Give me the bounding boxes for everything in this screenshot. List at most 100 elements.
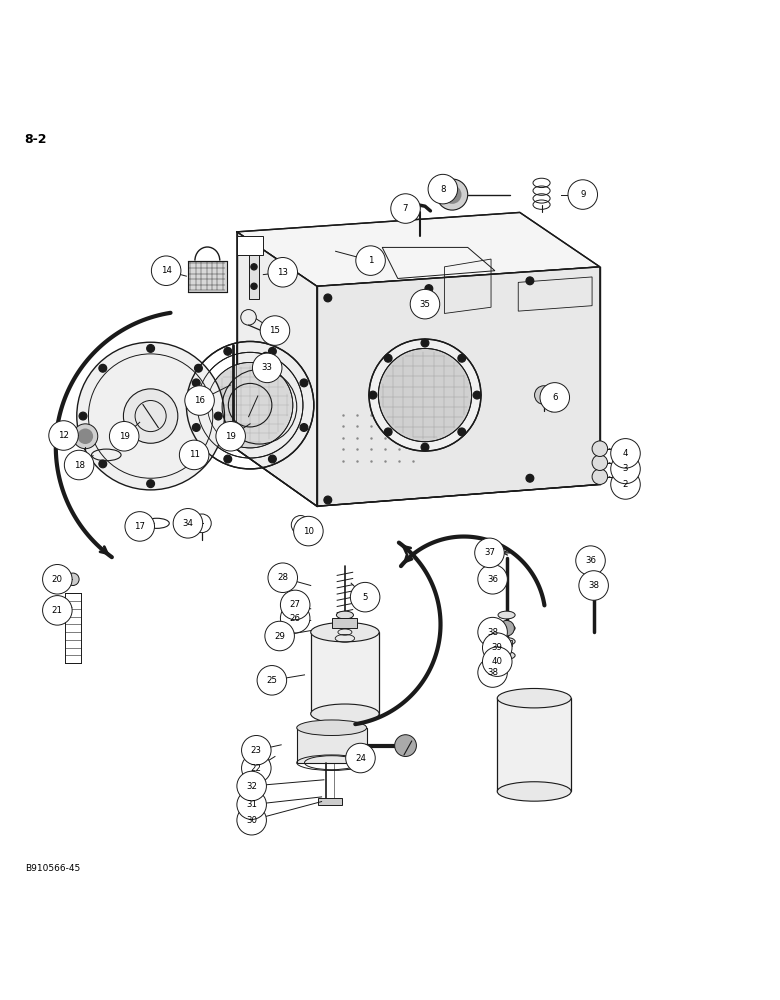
Text: 27: 27: [289, 600, 300, 609]
Circle shape: [592, 469, 608, 484]
Circle shape: [421, 443, 429, 451]
Circle shape: [242, 753, 271, 783]
Circle shape: [475, 538, 504, 568]
Circle shape: [576, 546, 605, 575]
Ellipse shape: [498, 624, 515, 632]
Text: 8-2: 8-2: [25, 133, 48, 146]
Text: 38: 38: [588, 581, 599, 590]
Ellipse shape: [498, 652, 515, 659]
Text: 16: 16: [194, 396, 205, 405]
Polygon shape: [501, 640, 512, 646]
Circle shape: [43, 565, 72, 594]
Circle shape: [369, 339, 481, 451]
Text: 4: 4: [622, 449, 628, 458]
Text: 28: 28: [277, 573, 289, 582]
Circle shape: [194, 460, 202, 468]
Text: 1: 1: [368, 256, 374, 265]
Circle shape: [224, 347, 232, 355]
Circle shape: [385, 428, 392, 436]
Circle shape: [268, 563, 297, 592]
Text: 5: 5: [363, 593, 368, 602]
Text: 15: 15: [269, 326, 281, 335]
Text: 3: 3: [622, 464, 628, 473]
Circle shape: [216, 422, 246, 451]
Polygon shape: [188, 261, 227, 292]
Circle shape: [281, 603, 310, 633]
Circle shape: [99, 460, 107, 468]
Circle shape: [499, 620, 514, 636]
Circle shape: [125, 512, 154, 541]
Circle shape: [109, 422, 139, 451]
Circle shape: [350, 582, 380, 612]
Polygon shape: [318, 798, 342, 805]
Text: 35: 35: [420, 300, 431, 309]
Circle shape: [257, 666, 286, 695]
Ellipse shape: [310, 704, 379, 723]
Circle shape: [293, 516, 323, 546]
Text: 26: 26: [289, 614, 300, 623]
Circle shape: [237, 771, 267, 801]
Circle shape: [478, 617, 507, 647]
Circle shape: [534, 386, 553, 404]
Circle shape: [526, 277, 534, 285]
Circle shape: [526, 474, 534, 482]
Circle shape: [385, 354, 392, 362]
Circle shape: [458, 428, 466, 436]
Circle shape: [193, 379, 200, 387]
Text: 23: 23: [251, 746, 262, 755]
Circle shape: [611, 439, 640, 468]
Circle shape: [540, 383, 569, 412]
Circle shape: [207, 362, 292, 448]
Ellipse shape: [498, 638, 515, 645]
Text: 20: 20: [51, 575, 63, 584]
Ellipse shape: [498, 611, 515, 619]
Circle shape: [268, 347, 276, 355]
Circle shape: [395, 735, 417, 756]
Text: 22: 22: [251, 764, 262, 773]
Circle shape: [76, 342, 225, 490]
Circle shape: [251, 283, 257, 289]
Ellipse shape: [336, 611, 353, 619]
Circle shape: [478, 658, 507, 687]
Text: 34: 34: [183, 519, 193, 528]
Circle shape: [300, 424, 308, 431]
Circle shape: [611, 470, 640, 499]
Text: 29: 29: [275, 632, 285, 641]
Ellipse shape: [498, 688, 571, 708]
Text: 39: 39: [492, 643, 502, 652]
Circle shape: [592, 441, 608, 456]
Text: 40: 40: [491, 657, 503, 666]
Text: 9: 9: [580, 190, 586, 199]
Circle shape: [262, 352, 270, 360]
Circle shape: [237, 805, 267, 835]
Text: 24: 24: [355, 754, 366, 763]
Polygon shape: [237, 232, 317, 506]
Polygon shape: [296, 728, 367, 763]
Circle shape: [151, 256, 181, 285]
Circle shape: [300, 379, 308, 387]
Circle shape: [193, 424, 200, 431]
Text: 14: 14: [161, 266, 172, 275]
Polygon shape: [237, 236, 263, 255]
Text: 30: 30: [246, 816, 257, 825]
Circle shape: [261, 316, 289, 345]
Text: 36: 36: [585, 556, 596, 565]
Circle shape: [324, 496, 332, 504]
Text: 6: 6: [552, 393, 558, 402]
Circle shape: [425, 285, 433, 292]
Circle shape: [251, 264, 257, 270]
Circle shape: [237, 790, 267, 819]
Text: 37: 37: [484, 548, 495, 557]
Text: 21: 21: [51, 606, 63, 615]
Ellipse shape: [296, 720, 367, 735]
Circle shape: [568, 180, 597, 209]
Circle shape: [346, 743, 375, 773]
Text: 2: 2: [622, 480, 628, 489]
Circle shape: [268, 455, 276, 463]
Circle shape: [265, 621, 294, 651]
Circle shape: [443, 185, 462, 204]
Text: 12: 12: [58, 431, 69, 440]
Circle shape: [458, 354, 466, 362]
Circle shape: [378, 348, 472, 442]
Text: 36: 36: [487, 575, 498, 584]
